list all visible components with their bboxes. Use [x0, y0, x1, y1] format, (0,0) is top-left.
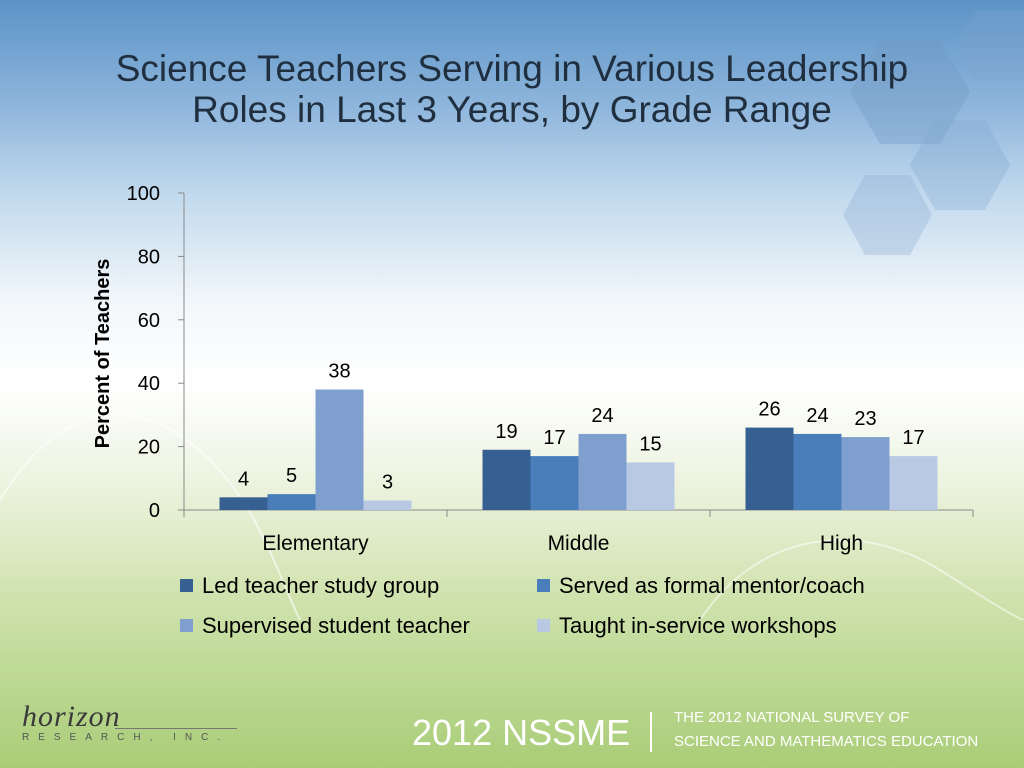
y-axis-label: Percent of Teachers: [92, 259, 114, 449]
bar: [889, 456, 938, 510]
background-curve: [0, 413, 1024, 620]
bar: [745, 427, 794, 510]
bar-value-label: 38: [328, 361, 350, 383]
legend-swatch-in-service-workshops: [537, 619, 550, 632]
y-tick-label: 80: [138, 246, 160, 268]
bar-value-label: 17: [543, 427, 565, 449]
bar-value-label: 23: [854, 408, 876, 430]
bar: [793, 433, 842, 510]
bar-value-label: 19: [495, 421, 517, 443]
bar-value-label: 4: [238, 468, 249, 490]
bar-value-label: 5: [286, 465, 297, 487]
footer-survey-line-1: THE 2012 NATIONAL SURVEY OF: [674, 709, 910, 726]
bar-value-label: 24: [591, 405, 613, 427]
legend-label-in-service-workshops: Taught in-service workshops: [559, 612, 837, 638]
footer-brand: 2012 NSSME: [412, 712, 631, 753]
y-tick-label: 0: [149, 500, 160, 522]
y-tick-label: 40: [138, 373, 160, 395]
footer-survey-name: THE 2012 NATIONAL SURVEY OF SCIENCE AND …: [674, 706, 978, 754]
legend-label-led-study-group: Led teacher study group: [202, 572, 440, 598]
bar-value-label: 17: [902, 427, 924, 449]
bar: [482, 449, 531, 510]
x-category-label: Middle: [548, 532, 610, 555]
chart-title-line-2: Roles in Last 3 Years, by Grade Range: [192, 89, 832, 130]
x-category-label: Elementary: [262, 532, 369, 555]
footer-survey-line-2: SCIENCE AND MATHEMATICS EDUCATION: [674, 733, 979, 750]
logo-wordmark: horizon: [22, 700, 121, 733]
legend-label-mentor-coach: Served as formal mentor/coach: [559, 572, 865, 598]
legend-swatch-mentor-coach: [537, 579, 550, 592]
bar: [841, 437, 890, 510]
legend-swatch-led-study-group: [180, 579, 193, 592]
footer-separator: [650, 712, 652, 752]
legend-item-led-study-group: Led teacher study group: [180, 572, 537, 599]
bar-value-label: 26: [758, 399, 780, 421]
logo-subtitle: RESEARCH, INC.: [22, 732, 230, 743]
bar-value-label: 3: [382, 471, 393, 493]
background-hexagons: [843, 10, 1024, 255]
y-tick-label: 100: [127, 183, 160, 205]
legend-item-supervised-student-teacher: Supervised student teacher: [180, 612, 537, 639]
x-category-label: High: [820, 532, 863, 555]
chart-title-line-1: Science Teachers Serving in Various Lead…: [115, 48, 909, 89]
legend-item-mentor-coach: Served as formal mentor/coach: [537, 572, 937, 599]
legend-label-supervised-student-teacher: Supervised student teacher: [202, 612, 470, 638]
legend-swatch-supervised-student-teacher: [180, 619, 193, 632]
bar: [530, 456, 579, 510]
bar: [315, 389, 364, 510]
bar: [626, 462, 675, 510]
y-tick-label: 20: [138, 437, 160, 459]
bar: [219, 497, 268, 510]
horizon-research-logo: horizon RESEARCH, INC.: [20, 700, 240, 750]
chart-title: Science Teachers Serving in Various Lead…: [0, 48, 1024, 130]
y-tick-label: 60: [138, 310, 160, 332]
logo-underline: [115, 728, 237, 729]
chart-legend: Led teacher study group Served as formal…: [180, 572, 940, 639]
legend-item-in-service-workshops: Taught in-service workshops: [537, 612, 937, 639]
bar: [578, 433, 627, 510]
bar: [363, 500, 412, 510]
bar-value-label: 15: [639, 433, 661, 455]
bar-value-label: 24: [806, 405, 828, 427]
bar: [267, 494, 316, 510]
